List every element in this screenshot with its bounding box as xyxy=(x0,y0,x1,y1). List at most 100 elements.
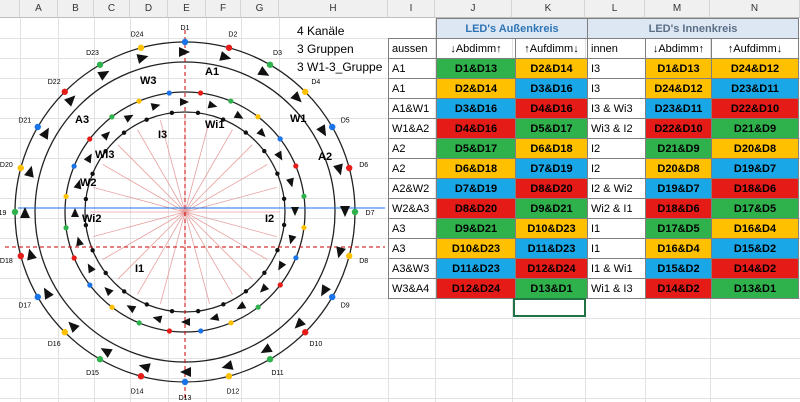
inner-group-cell[interactable]: I1 xyxy=(587,218,646,239)
inner-group-cell[interactable]: Wi1 & I3 xyxy=(587,278,646,299)
inner-dim-down-cell[interactable]: D21&D9 xyxy=(645,138,712,159)
column-header-n[interactable]: N xyxy=(710,0,800,18)
header-inner-dim-up[interactable]: ↑Aufdimm↓ xyxy=(711,38,799,59)
inner-dim-down-cell[interactable]: D15&D2 xyxy=(645,258,712,279)
outer-dim-down-cell[interactable]: D1&D13 xyxy=(436,58,516,79)
inner-group-cell[interactable]: Wi2 & I1 xyxy=(587,198,646,219)
junction-dot xyxy=(169,308,175,314)
group-cell[interactable]: W1&A2 xyxy=(388,118,437,139)
outer-dim-down-cell[interactable]: D8&D20 xyxy=(436,198,516,219)
inner-dim-down-cell[interactable]: D1&D13 xyxy=(645,58,712,79)
column-header-c[interactable]: C xyxy=(94,0,130,18)
inner-dim-up-cell[interactable]: D24&D12 xyxy=(711,58,799,79)
inner-group-cell[interactable]: I2 xyxy=(587,158,646,179)
group-cell[interactable]: A1&W1 xyxy=(388,98,437,119)
column-header-i[interactable]: I xyxy=(388,0,435,18)
outer-dim-down-cell[interactable]: D5&D17 xyxy=(436,138,516,159)
column-header-j[interactable]: J xyxy=(435,0,512,18)
outer-dim-down-cell[interactable]: D2&D14 xyxy=(436,78,516,99)
selected-cell[interactable] xyxy=(513,298,586,317)
column-header-a[interactable]: A xyxy=(20,0,58,18)
group-cell[interactable]: A3&W3 xyxy=(388,258,437,279)
outer-dim-up-cell[interactable]: D2&D14 xyxy=(515,58,588,79)
column-header-f[interactable]: F xyxy=(206,0,241,18)
outer-dim-down-cell[interactable]: D9&D21 xyxy=(436,218,516,239)
inner-dim-up-cell[interactable]: D19&D7 xyxy=(711,158,799,179)
outer-dim-up-cell[interactable]: D10&D23 xyxy=(515,218,588,239)
inner-dim-down-cell[interactable]: D14&D2 xyxy=(645,278,712,299)
inner-dim-up-cell[interactable]: D23&D11 xyxy=(711,78,799,99)
inner-group-cell[interactable]: I2 & Wi2 xyxy=(587,178,646,199)
inner-group-cell[interactable]: Wi3 & I2 xyxy=(587,118,646,139)
inner-dim-down-cell[interactable]: D22&D10 xyxy=(645,118,712,139)
junction-dot xyxy=(262,148,267,154)
column-header-b[interactable]: B xyxy=(58,0,94,18)
outer-dim-up-cell[interactable]: D11&D23 xyxy=(515,238,588,259)
inner-dim-up-cell[interactable]: D20&D8 xyxy=(711,138,799,159)
outer-dim-up-cell[interactable]: D9&D21 xyxy=(515,198,588,219)
inner-dim-up-cell[interactable]: D21&D9 xyxy=(711,118,799,139)
column-header-g[interactable]: G xyxy=(241,0,279,18)
column-header-e[interactable]: E xyxy=(168,0,206,18)
inner-dim-down-cell[interactable]: D24&D12 xyxy=(645,78,712,99)
outer-dim-down-cell[interactable]: D3&D16 xyxy=(436,98,516,119)
inner-group-cell[interactable]: I1 xyxy=(587,238,646,259)
group-cell[interactable]: A2 xyxy=(388,138,437,159)
column-header-k[interactable]: K xyxy=(512,0,585,18)
group-cell[interactable]: A1 xyxy=(388,58,437,79)
outer-dim-up-cell[interactable]: D6&D18 xyxy=(515,138,588,159)
inner-dim-up-cell[interactable]: D13&D1 xyxy=(711,278,799,299)
group-cell[interactable]: A3 xyxy=(388,238,437,259)
inner-dim-up-cell[interactable]: D18&D6 xyxy=(711,178,799,199)
header-outer-dim-up[interactable]: ↑Aufdimm↓ xyxy=(515,38,588,59)
header-inner[interactable]: innen xyxy=(587,38,646,59)
outer-dim-up-cell[interactable]: D3&D16 xyxy=(515,78,588,99)
outer-dim-up-cell[interactable]: D4&D16 xyxy=(515,98,588,119)
group-cell[interactable]: A2 xyxy=(388,158,437,179)
inner-dim-down-cell[interactable]: D17&D5 xyxy=(645,218,712,239)
inner-dim-down-cell[interactable]: D18&D6 xyxy=(645,198,712,219)
inner-dim-up-cell[interactable]: D17&D5 xyxy=(711,198,799,219)
outer-dim-up-cell[interactable]: D12&D24 xyxy=(515,258,588,279)
inner-dim-down-cell[interactable]: D19&D7 xyxy=(645,178,712,199)
header-inner-dim-down[interactable]: ↓Abdimm↑ xyxy=(645,38,712,59)
inner-dim-up-cell[interactable]: D15&D2 xyxy=(711,238,799,259)
inner-dim-down-cell[interactable]: D23&D11 xyxy=(645,98,712,119)
group-cell[interactable]: W2&A3 xyxy=(388,198,437,219)
led-dot xyxy=(197,90,204,96)
column-header-m[interactable]: M xyxy=(645,0,710,18)
outer-dim-up-cell[interactable]: D13&D1 xyxy=(515,278,588,299)
outer-dim-down-cell[interactable]: D4&D16 xyxy=(436,118,516,139)
outer-dim-down-cell[interactable]: D7&D19 xyxy=(436,178,516,199)
outer-dim-down-cell[interactable]: D11&D23 xyxy=(436,258,516,279)
inner-group-cell[interactable]: I3 xyxy=(587,58,646,79)
header-outer-dim-down[interactable]: ↓Abdimm↑ xyxy=(436,38,516,59)
group-cell[interactable]: A2&W2 xyxy=(388,178,437,199)
inner-dim-up-cell[interactable]: D22&D10 xyxy=(711,98,799,119)
column-header-l[interactable]: L xyxy=(585,0,645,18)
outer-dim-down-cell[interactable]: D10&D23 xyxy=(436,238,516,259)
group-header-outer[interactable]: LED's Außenkreis xyxy=(436,18,588,39)
column-header-h[interactable]: H xyxy=(279,0,388,18)
inner-group-cell[interactable]: I2 xyxy=(587,138,646,159)
group-cell[interactable]: A3 xyxy=(388,218,437,239)
group-header-inner[interactable]: LED's Innenkreis xyxy=(587,18,799,39)
outer-dim-up-cell[interactable]: D8&D20 xyxy=(515,178,588,199)
outer-dim-up-cell[interactable]: D7&D19 xyxy=(515,158,588,179)
outer-dim-down-cell[interactable]: D6&D18 xyxy=(436,158,516,179)
inner-group-cell[interactable]: I3 & Wi3 xyxy=(587,98,646,119)
column-header-d[interactable]: D xyxy=(130,0,168,18)
inner-group-cell[interactable]: I1 & Wi1 xyxy=(587,258,646,279)
inner-group-cell[interactable]: I3 xyxy=(587,78,646,99)
blank-cell[interactable] xyxy=(388,18,437,39)
group-cell[interactable]: A1 xyxy=(388,78,437,99)
group-cell[interactable]: W3&A4 xyxy=(388,278,437,299)
header-outer[interactable]: aussen xyxy=(388,38,437,59)
inner-dim-down-cell[interactable]: D16&D4 xyxy=(645,238,712,259)
outer-dim-down-cell[interactable]: D12&D24 xyxy=(436,278,516,299)
select-all-corner[interactable] xyxy=(0,0,20,18)
inner-dim-down-cell[interactable]: D20&D8 xyxy=(645,158,712,179)
outer-dim-up-cell[interactable]: D5&D17 xyxy=(515,118,588,139)
inner-dim-up-cell[interactable]: D16&D4 xyxy=(711,218,799,239)
inner-dim-up-cell[interactable]: D14&D2 xyxy=(711,258,799,279)
